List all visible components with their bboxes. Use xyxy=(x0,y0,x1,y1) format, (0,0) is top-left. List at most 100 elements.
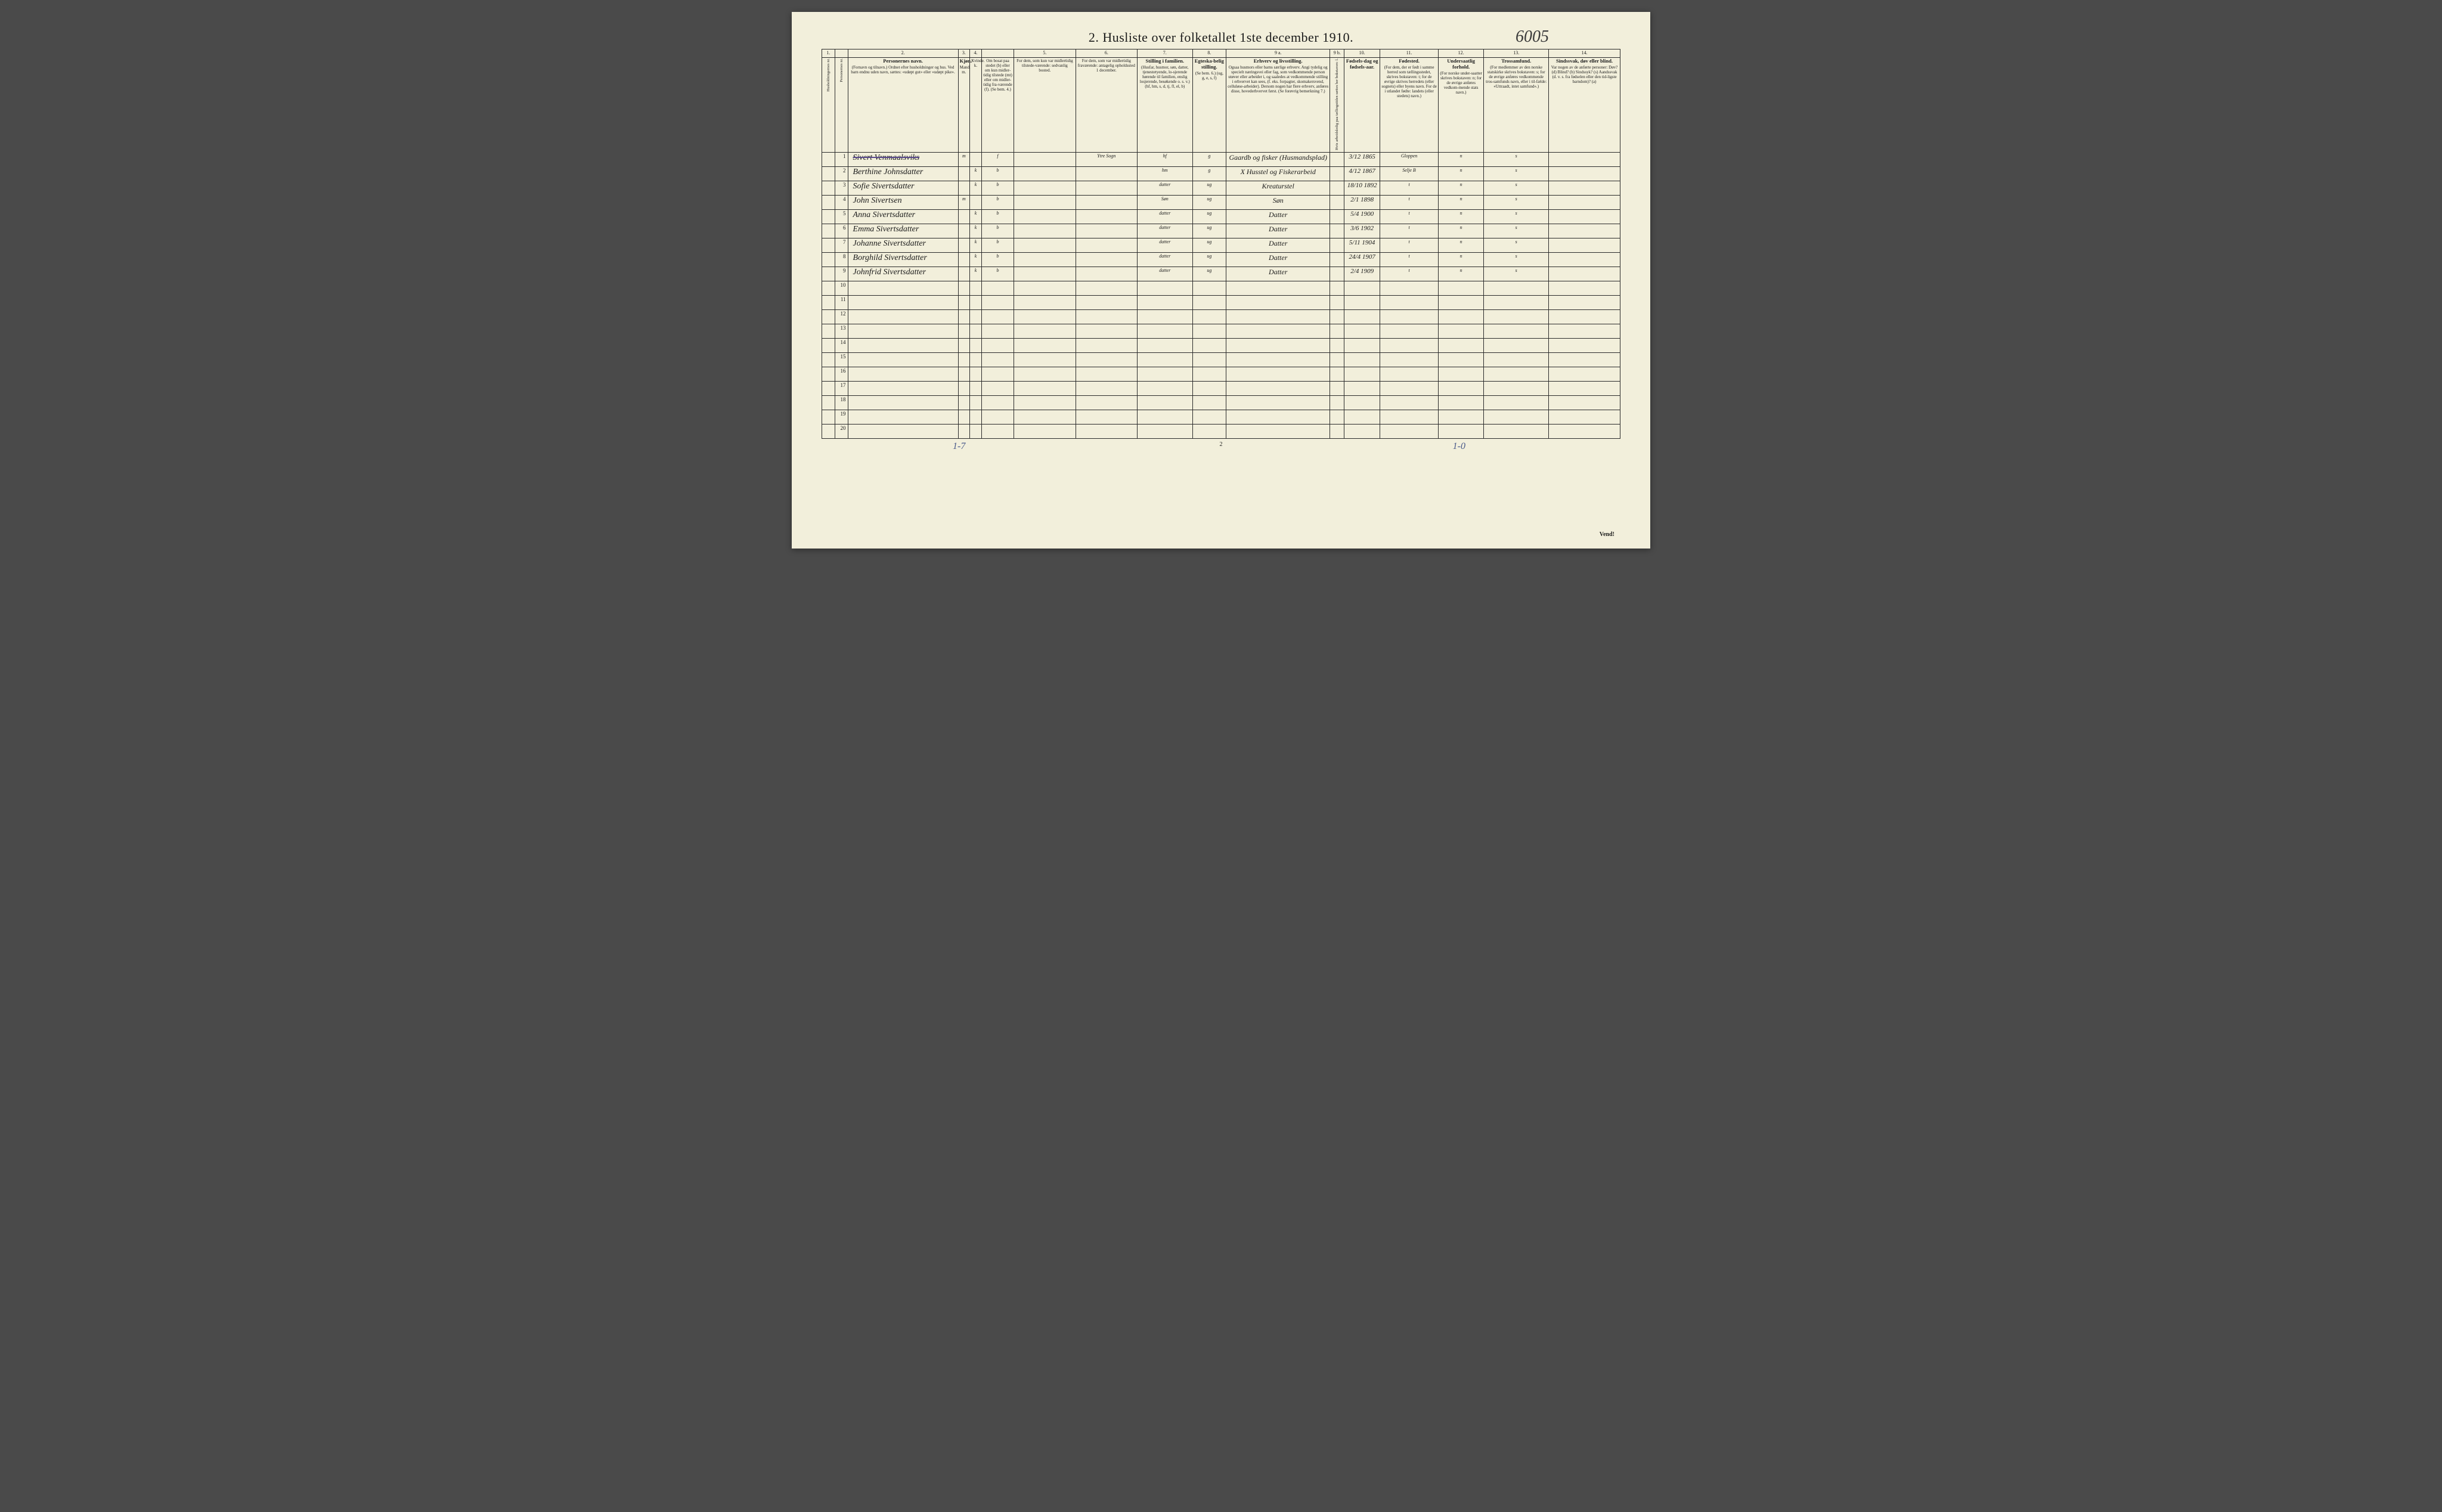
cell: Gaardb og fisker (Husmandsplad) xyxy=(1226,153,1330,167)
cell xyxy=(1226,310,1330,324)
cell: 6 xyxy=(835,224,848,238)
cell xyxy=(1076,353,1137,367)
cell: b xyxy=(981,238,1014,253)
table-row: 2Berthine JohnsdatterkbhmgX Husstel og F… xyxy=(822,167,1620,181)
cell xyxy=(1226,367,1330,382)
cell xyxy=(970,396,982,410)
cell: 5/4 1900 xyxy=(1344,210,1380,224)
table-row-empty: 20 xyxy=(822,425,1620,439)
cell xyxy=(970,425,982,439)
cell: Borghild Sivertsdatter xyxy=(848,253,958,267)
table-row: 4John SivertsenmbSønugSøn2/1 1898tns xyxy=(822,196,1620,210)
cell xyxy=(1014,210,1076,224)
cell xyxy=(1076,396,1137,410)
cell xyxy=(822,324,835,339)
cell xyxy=(822,210,835,224)
cell xyxy=(1226,353,1330,367)
cell: b xyxy=(981,267,1014,281)
cell xyxy=(822,224,835,238)
cell xyxy=(848,281,958,296)
cell xyxy=(1192,310,1226,324)
cell xyxy=(1484,396,1549,410)
cell xyxy=(1380,367,1439,382)
cell: 13 xyxy=(835,324,848,339)
cell: t xyxy=(1380,196,1439,210)
cell xyxy=(1380,382,1439,396)
cell xyxy=(822,253,835,267)
cell xyxy=(1549,224,1620,238)
cell xyxy=(822,396,835,410)
cell: Sofie Sivertsdatter xyxy=(848,181,958,196)
cell xyxy=(970,382,982,396)
cell xyxy=(981,410,1014,425)
table-row-empty: 14 xyxy=(822,339,1620,353)
cell xyxy=(1344,324,1380,339)
cell xyxy=(1014,253,1076,267)
cell xyxy=(981,396,1014,410)
cell xyxy=(958,224,970,238)
cell xyxy=(1226,324,1330,339)
table-row: 8Borghild SivertsdatterkbdatterugDatter2… xyxy=(822,253,1620,267)
cell xyxy=(1014,153,1076,167)
cell: ug xyxy=(1192,253,1226,267)
cell xyxy=(822,382,835,396)
cell xyxy=(1014,353,1076,367)
cell xyxy=(1076,324,1137,339)
cell xyxy=(1014,425,1076,439)
col-number: 4. xyxy=(970,49,982,58)
cell xyxy=(1439,339,1484,353)
cell xyxy=(981,382,1014,396)
cell xyxy=(848,396,958,410)
cell xyxy=(981,296,1014,310)
cell: Datter xyxy=(1226,210,1330,224)
cell xyxy=(1138,281,1193,296)
cell xyxy=(1138,382,1193,396)
table-row-empty: 19 xyxy=(822,410,1620,425)
cell xyxy=(1330,281,1344,296)
cell: 8 xyxy=(835,253,848,267)
cell: g xyxy=(1192,153,1226,167)
cell xyxy=(822,425,835,439)
cell: 14 xyxy=(835,339,848,353)
cell: n xyxy=(1439,238,1484,253)
cell xyxy=(1549,153,1620,167)
cell: m xyxy=(958,196,970,210)
column-header: Hvis arbeidsledig paa tællingstiden sætt… xyxy=(1330,58,1344,153)
cell xyxy=(1439,310,1484,324)
cell xyxy=(1484,367,1549,382)
cell: k xyxy=(970,210,982,224)
cell xyxy=(1014,382,1076,396)
cell: 4/12 1867 xyxy=(1344,167,1380,181)
cell: s xyxy=(1484,196,1549,210)
table-row: 5Anna SivertsdatterkbdatterugDatter5/4 1… xyxy=(822,210,1620,224)
cell xyxy=(1439,410,1484,425)
cell xyxy=(1138,296,1193,310)
cell xyxy=(822,367,835,382)
cell xyxy=(1484,410,1549,425)
cell xyxy=(1549,253,1620,267)
cell xyxy=(1138,353,1193,367)
cell: s xyxy=(1484,267,1549,281)
cell xyxy=(958,382,970,396)
cell xyxy=(958,181,970,196)
cell xyxy=(1344,296,1380,310)
cell: Johanne Sivertsdatter xyxy=(848,238,958,253)
cell: Kreaturstel xyxy=(1226,181,1330,196)
cell: n xyxy=(1439,210,1484,224)
col-number: 9 b. xyxy=(1330,49,1344,58)
cell xyxy=(1330,425,1344,439)
cell xyxy=(1226,425,1330,439)
cell xyxy=(958,425,970,439)
column-header: Egteska-belig stilling.(Se bem. 6.) (ug,… xyxy=(1192,58,1226,153)
table-row: 9Johnfrid SivertsdatterkbdatterugDatter2… xyxy=(822,267,1620,281)
cell: Berthine Johnsdatter xyxy=(848,167,958,181)
cell xyxy=(970,410,982,425)
cell: k xyxy=(970,181,982,196)
cell xyxy=(822,181,835,196)
cell xyxy=(970,367,982,382)
cell: datter xyxy=(1138,238,1193,253)
cell xyxy=(1014,410,1076,425)
cell xyxy=(970,153,982,167)
cell xyxy=(1330,396,1344,410)
footer-right: 1-0 xyxy=(1453,441,1465,452)
